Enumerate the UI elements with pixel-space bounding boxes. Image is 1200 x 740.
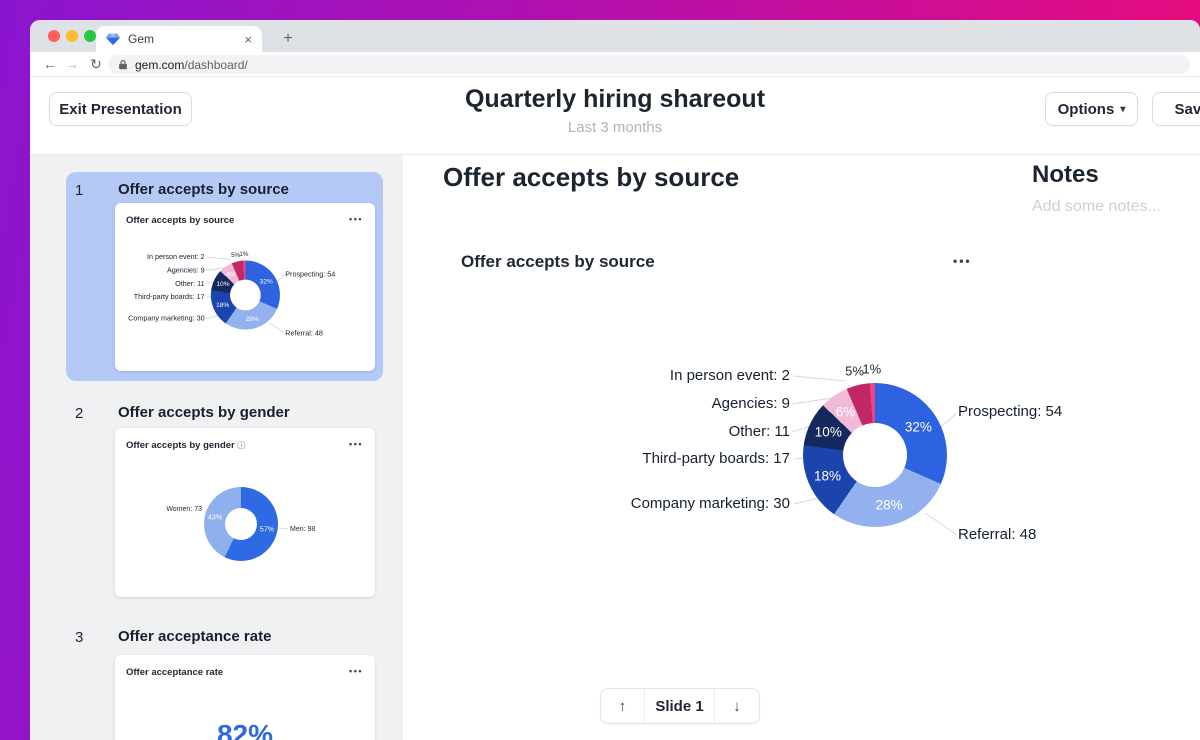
sidebar-item-slide-1-selected[interactable]: 1 Offer accepts by source Offer accepts … bbox=[66, 172, 383, 381]
source-donut-chart: 32% 28% 18% 10% 6% 5% 1% bbox=[210, 250, 280, 330]
slide-nav-label: Slide 1 bbox=[644, 689, 715, 723]
deck-title: Quarterly hiring shareout bbox=[464, 85, 766, 113]
source-pie-panel: In person event: 2 Agencies: 9 Other: 11… bbox=[620, 355, 1100, 560]
slide-heading: Offer accepts by source bbox=[443, 162, 740, 192]
notes-heading: Notes bbox=[1032, 161, 1099, 188]
pie-callout: Prospecting: 54 bbox=[958, 403, 1063, 420]
thumb-card-title: Offer accepts by source bbox=[126, 215, 235, 226]
info-icon: ⓘ bbox=[237, 441, 246, 450]
card-menu-icon[interactable]: ••• bbox=[349, 666, 363, 676]
pie-callout: In person event: 2 bbox=[146, 252, 205, 261]
gender-donut-chart: 57% 43% bbox=[204, 487, 278, 561]
pie-callout: Third-party boards: 17 bbox=[133, 292, 205, 301]
pie-percent-label: 32% bbox=[259, 277, 273, 285]
pie-percent-label: 43% bbox=[208, 514, 223, 522]
deck-subtitle: Last 3 months bbox=[567, 119, 663, 136]
pie-percent-label: 5% bbox=[845, 363, 864, 379]
source-donut-chart: 32% 28% 18% 10% 6% 5% 1% bbox=[803, 361, 947, 527]
slide-list-sidebar: 1 Offer accepts by source Offer accepts … bbox=[30, 155, 403, 740]
pie-percent-label: 10% bbox=[814, 424, 842, 440]
pie-percent-label: 6% bbox=[835, 404, 856, 420]
tab-title: Gem bbox=[128, 32, 155, 46]
browser-toolbar: ← → ↻ gem.com/dashboard/ bbox=[30, 52, 1200, 77]
source-pie-thumbnail: In person event: 2 Agencies: 9 Other: 11… bbox=[123, 247, 353, 345]
pie-percent-label: 18% bbox=[216, 301, 230, 309]
browser-window: Gem × + ← → ↻ gem.com/dashboard/ Exit Pr… bbox=[30, 20, 1200, 740]
url-text: gem.com/dashboard/ bbox=[135, 57, 248, 72]
pie-percent-label: 10% bbox=[216, 280, 230, 288]
traffic-light-minimize[interactable] bbox=[66, 30, 78, 42]
exit-presentation-button[interactable]: Exit Presentation bbox=[49, 92, 192, 126]
address-bar[interactable]: gem.com/dashboard/ bbox=[108, 55, 1190, 74]
forward-icon[interactable]: → bbox=[65, 56, 79, 72]
slide-2-thumbnail-card[interactable]: Offer accepts by gender ⓘ ••• Women: 73 … bbox=[115, 428, 375, 597]
slide-number: 3 bbox=[75, 629, 84, 646]
donut-hole bbox=[230, 279, 261, 311]
deck-title-block: Quarterly hiring shareout Last 3 months bbox=[30, 85, 1200, 136]
card-menu-icon[interactable]: ••• bbox=[349, 214, 363, 224]
pie-percent-label: 57% bbox=[259, 526, 274, 534]
card-menu-icon[interactable]: ••• bbox=[349, 439, 363, 449]
pie-callout: Prospecting: 54 bbox=[285, 270, 336, 279]
browser-tab-strip: Gem × + bbox=[30, 20, 1200, 52]
pie-percent-label: 18% bbox=[814, 468, 842, 484]
chart-menu-icon[interactable]: ••• bbox=[953, 254, 972, 268]
pie-callout: Referral: 48 bbox=[285, 329, 323, 338]
new-tab-button[interactable]: + bbox=[283, 30, 293, 47]
pie-percent-label: 1% bbox=[239, 249, 249, 258]
reload-icon[interactable]: ↻ bbox=[90, 56, 102, 72]
previous-slide-button[interactable]: ↑ bbox=[618, 697, 627, 715]
pie-callout: Third-party boards: 17 bbox=[642, 450, 790, 467]
browser-tab[interactable]: Gem × bbox=[96, 26, 262, 52]
pie-callout: Agencies: 9 bbox=[166, 266, 205, 275]
next-slide-button[interactable]: ↓ bbox=[733, 697, 741, 715]
pie-callout: Other: 11 bbox=[175, 279, 205, 288]
chevron-down-icon: ▾ bbox=[1120, 103, 1126, 115]
pie-percent-label: 28% bbox=[245, 315, 259, 323]
save-button[interactable]: Save bbox=[1152, 92, 1200, 126]
thumb-card-title: Offer acceptance rate bbox=[126, 667, 224, 678]
donut-hole bbox=[225, 508, 257, 540]
pie-percent-label: 32% bbox=[904, 419, 932, 435]
pie-callout: Referral: 48 bbox=[958, 526, 1037, 543]
close-tab-icon[interactable]: × bbox=[244, 31, 252, 47]
pie-percent-label: 1% bbox=[862, 361, 882, 377]
pie-callout: Women: 73 bbox=[166, 506, 202, 513]
pie-percent-label: 28% bbox=[875, 497, 903, 513]
gem-favicon-icon bbox=[106, 33, 120, 46]
notes-input[interactable]: Add some notes... bbox=[1032, 198, 1161, 215]
pie-callout: Company marketing: 30 bbox=[630, 495, 790, 512]
lock-icon bbox=[119, 59, 127, 70]
slide-title: Offer accepts by source bbox=[118, 181, 289, 198]
pie-callout: In person event: 2 bbox=[669, 367, 790, 384]
sidebar-item-slide-2[interactable]: Offer accepts by gender bbox=[118, 404, 290, 421]
slide-number: 2 bbox=[75, 405, 84, 422]
slide-1-thumbnail-card[interactable]: Offer accepts by source ••• In person ev… bbox=[115, 203, 375, 371]
slide-3-thumbnail-card[interactable]: Offer acceptance rate ••• 82% bbox=[115, 655, 375, 740]
pie-callout: Men: 98 bbox=[290, 526, 316, 533]
pie-callout: Company marketing: 30 bbox=[128, 314, 205, 323]
traffic-light-maximize[interactable] bbox=[84, 30, 96, 42]
options-button[interactable]: Options ▾ bbox=[1045, 92, 1138, 126]
pie-percent-label: 6% bbox=[226, 270, 236, 279]
acceptance-rate-value: 82% bbox=[216, 719, 274, 740]
app-page: Exit Presentation Quarterly hiring share… bbox=[30, 77, 1200, 740]
pie-callout: Other: 11 bbox=[728, 423, 790, 440]
sidebar-item-slide-3[interactable]: Offer acceptance rate bbox=[118, 628, 272, 645]
pie-percent-label: 5% bbox=[231, 251, 241, 259]
slide-number: 1 bbox=[75, 182, 84, 199]
slide-navigation: ↑ Slide 1 ↓ bbox=[600, 688, 760, 724]
back-icon[interactable]: ← bbox=[43, 56, 57, 72]
presentation-header: Exit Presentation Quarterly hiring share… bbox=[30, 77, 1200, 155]
traffic-light-close[interactable] bbox=[48, 30, 60, 42]
thumb-card-title: Offer accepts by gender ⓘ bbox=[126, 440, 246, 451]
chart-card-title: Offer accepts by source bbox=[461, 252, 655, 271]
slide-canvas: Offer accepts by source Offer accepts by… bbox=[403, 155, 1200, 740]
donut-hole bbox=[843, 423, 907, 487]
pie-callout: Agencies: 9 bbox=[711, 395, 790, 412]
